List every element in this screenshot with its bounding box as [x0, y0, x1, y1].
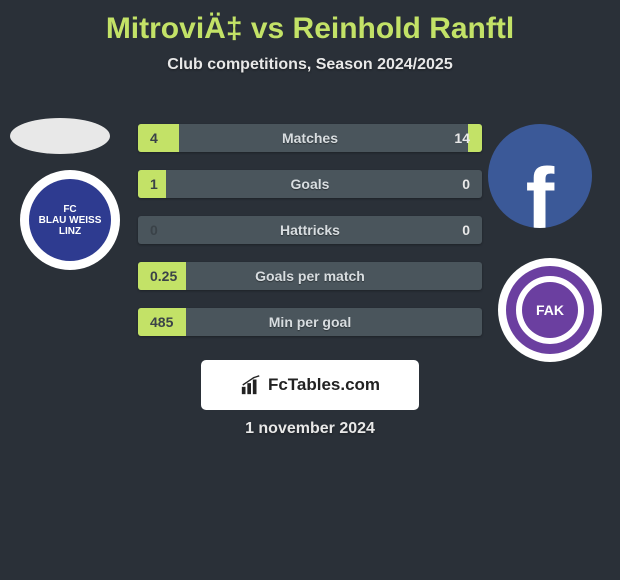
chart-icon	[240, 374, 262, 396]
footer-brand-text: FcTables.com	[268, 375, 380, 395]
stat-label: Goals	[138, 176, 482, 192]
club-badge-right-ring: FAK	[506, 266, 594, 354]
stat-label: Matches	[138, 130, 482, 146]
club-badge-left: FC BLAU WEISS LINZ	[20, 170, 120, 270]
stat-row-matches: 4 Matches 14	[138, 124, 482, 152]
stat-row-gpm: 0.25 Goals per match	[138, 262, 482, 290]
player-right-avatar: f	[488, 124, 592, 228]
stat-label: Min per goal	[138, 314, 482, 330]
page-title: MitroviÄ‡ vs Reinhold Ranftl	[0, 0, 620, 46]
facebook-icon: f	[526, 172, 555, 228]
club-left-line3: LINZ	[59, 226, 81, 237]
player-left-avatar	[10, 118, 110, 154]
subtitle: Club competitions, Season 2024/2025	[0, 56, 620, 74]
date-label: 1 november 2024	[0, 420, 620, 438]
club-badge-right: FAK	[498, 258, 602, 362]
stat-right-value: 14	[454, 130, 470, 146]
stat-label: Hattricks	[138, 222, 482, 238]
stats-container: 4 Matches 14 1 Goals 0 0 Hattricks 0 0.2…	[138, 124, 482, 354]
club-badge-right-core: FAK	[522, 282, 578, 338]
club-left-line2: BLAU WEISS	[39, 215, 102, 226]
stat-row-mpg: 485 Min per goal	[138, 308, 482, 336]
stat-row-hattricks: 0 Hattricks 0	[138, 216, 482, 244]
stat-right-value: 0	[462, 176, 470, 192]
stat-row-goals: 1 Goals 0	[138, 170, 482, 198]
club-badge-left-inner: FC BLAU WEISS LINZ	[29, 179, 111, 261]
stat-right-value: 0	[462, 222, 470, 238]
footer-brand-badge[interactable]: FcTables.com	[201, 360, 419, 410]
club-left-line1: FC	[63, 204, 76, 215]
stat-label: Goals per match	[138, 268, 482, 284]
